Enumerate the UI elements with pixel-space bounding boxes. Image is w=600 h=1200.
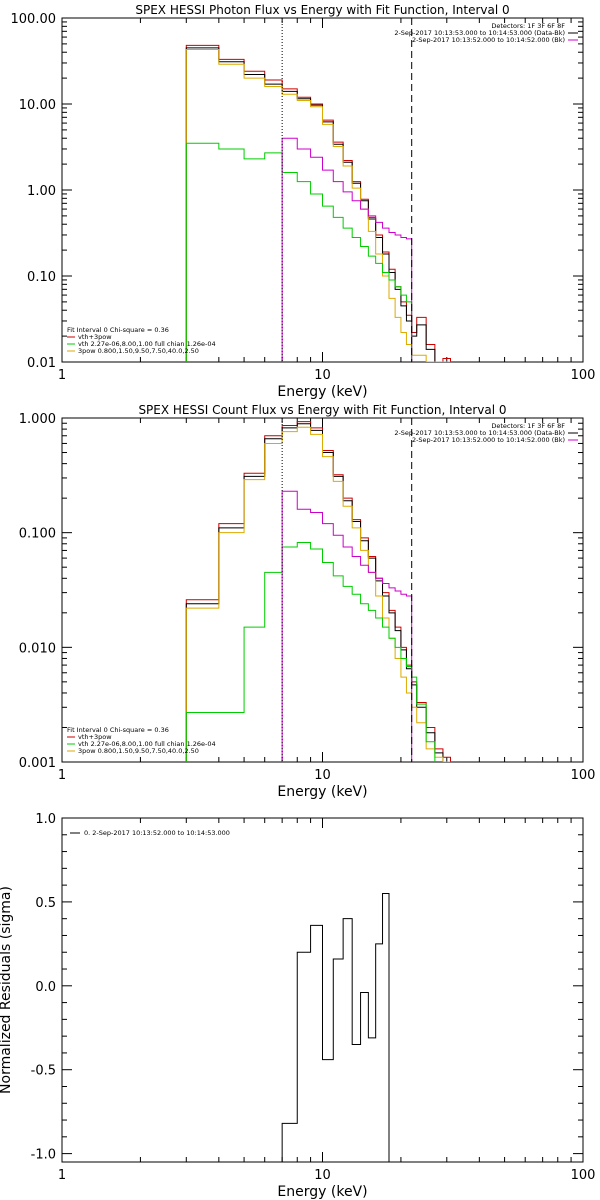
x-tick-label: 100 [571,368,596,383]
y-ticks [62,417,583,763]
fit-legend-entry: vth 2.27e-06,8.00,1.00 full chian 1.26e-… [78,340,216,348]
x-tick-label: 100 [571,1168,596,1183]
y-tick-label: 0.001 [19,756,56,771]
y-tick-label: 0.010 [19,641,56,656]
plot-frame [61,17,584,363]
x-axis-label: Energy (keV) [277,384,367,400]
y-tick-label: 100.00 [11,12,57,27]
y-tick-label: 1.0 [35,812,56,827]
x-tick-label: 10 [314,1168,331,1183]
series-line-0 [185,44,451,362]
fit-legend-entry: vth+3pow [78,733,112,741]
fit-legend-entry: Fit Interval 0 Chi-square = 0.36 [67,726,169,734]
series-line-1 [185,47,451,362]
y-tick-label: 0.5 [35,896,56,911]
x-axis-label: Energy (keV) [277,1184,367,1200]
y-tick-label: 0.01 [27,356,56,371]
series-line-1 [185,423,451,762]
chart-title: SPEX HESSI Count Flux vs Energy with Fit… [138,403,506,417]
count-flux-panel: SPEX HESSI Count Flux vs Energy with Fit… [19,403,596,800]
top-legend-entry: 2-Sep-2017 10:13:52.000 to 10:14:52.000 … [412,436,565,444]
fit-legend-entry: vth+3pow [78,333,112,341]
y-ticks [62,17,583,363]
y-axis-label: Normalized Residuals (sigma) [0,886,14,1094]
y-tick-label: -1.0 [31,1148,56,1163]
x-ticks [61,418,584,762]
x-tick-label: 1 [58,368,66,383]
series-group [185,421,451,762]
residuals-panel: 1 10 100 Energy (keV) -1.0 -0.5 0.0 0.5 1.0 Norma… [0,812,595,1200]
y-tick-label: 1.00 [27,184,56,199]
x-tick-label: 1 [58,768,66,783]
series-line-0 [185,421,451,762]
top-legend-entry: 2-Sep-2017 10:13:53.000 to 10:14:53.000 … [394,429,565,437]
y-tick-label: 10.00 [19,98,56,113]
y-tick-label: 0.100 [19,527,56,542]
y-tick-label: -0.5 [31,1064,56,1079]
fit-legend-entry: 3pow 0.800,1.50,9.50,7.50,40.0,2.50 [78,747,199,755]
y-ticks [62,817,583,1155]
x-tick-label: 1 [58,1168,66,1183]
series-line-4 [281,137,413,362]
series-line-2 [185,49,451,362]
chart-title: SPEX HESSI Photon Flux vs Energy with Fi… [135,3,509,17]
x-axis-label: Energy (keV) [277,784,367,800]
residual-legend-entry: 0. 2-Sep-2017 10:13:52.000 to 10:14:53.0… [84,829,230,837]
series-line-0 [281,893,390,1162]
plot-frame [61,417,584,763]
fit-legend-entry: vth 2.27e-06,8.00,1.00 full chian 1.26e-… [78,740,216,748]
series-line-3 [185,542,436,762]
x-ticks [61,18,584,362]
top-legend-entry: 2-Sep-2017 10:13:52.000 to 10:14:52.000 … [412,36,565,44]
series-group [281,893,390,1162]
fit-legend-entry: Fit Interval 0 Chi-square = 0.36 [67,326,169,334]
series-line-3 [185,142,413,362]
y-tick-label: 0.10 [27,270,56,285]
top-legend-entry: Detectors: 1F 3F 6F 8F [491,22,565,30]
y-tick-label: 1.000 [19,412,56,427]
top-legend-entry: 2-Sep-2017 10:13:53.000 to 10:14:53.000 … [394,29,565,37]
x-tick-label: 100 [571,768,596,783]
series-line-2 [185,426,451,762]
x-tick-label: 10 [314,768,331,783]
photon-flux-panel: SPEX HESSI Photon Flux vs Energy with Fi… [11,3,596,400]
series-group [185,44,451,362]
top-legend-entry: Detectors: 1F 3F 6F 8F [491,422,565,430]
y-tick-label: 0.0 [35,980,56,995]
x-tick-label: 10 [314,368,331,383]
series-line-4 [281,490,413,762]
fit-legend-entry: 3pow 0.800,1.50,9.50,7.50,40.0,2.50 [78,347,199,355]
